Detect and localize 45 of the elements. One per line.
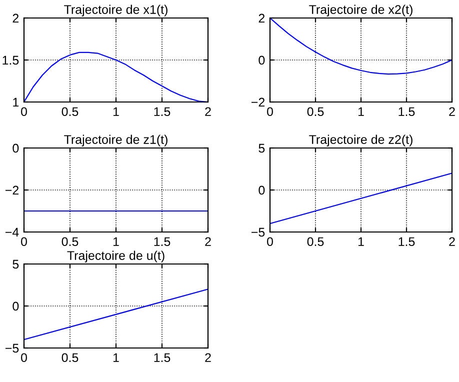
y-tick-label: 0 — [258, 186, 265, 195]
chart-title: Trajectoire de x2(t) — [309, 4, 412, 16]
x-tick-label: 0 — [267, 107, 273, 116]
chart-title: Trajectoire de u(t) — [67, 250, 164, 262]
y-tick-label: 5 — [12, 260, 19, 269]
y-tick-label: −5 — [6, 344, 19, 353]
y-tick-label: 2 — [12, 14, 19, 23]
y-tick-label: 5 — [258, 144, 265, 153]
y-tick-label: −5 — [252, 228, 265, 237]
x-tick-label: 2 — [449, 107, 455, 116]
x-tick-label: 0.5 — [62, 237, 78, 246]
x-tick-label: 0 — [21, 353, 27, 362]
y-tick-label: −4 — [6, 228, 19, 237]
y-tick-label: 0 — [12, 302, 19, 311]
x-tick-label: 1 — [113, 107, 119, 116]
x-tick-label: 1 — [113, 237, 119, 246]
x-tick-label: 1.5 — [154, 237, 170, 246]
x-tick-label: 1 — [358, 107, 364, 116]
y-tick-label: 0 — [258, 56, 265, 65]
x-tick-label: 0.5 — [307, 107, 324, 116]
x-tick-label: 2 — [449, 237, 455, 246]
x-tick-label: 2 — [205, 107, 211, 116]
x-tick-label: 1.5 — [398, 107, 415, 116]
y-tick-label: 1.5 — [2, 56, 19, 65]
y-tick-label: 2 — [258, 14, 265, 23]
chart-title: Trajectoire de z2(t) — [309, 134, 412, 146]
x-tick-label: 1 — [358, 237, 364, 246]
x-tick-label: 1.5 — [398, 237, 415, 246]
x-tick-label: 1.5 — [154, 107, 170, 116]
chart-title: Trajectoire de x1(t) — [64, 4, 168, 16]
x-tick-label: 0 — [21, 107, 27, 116]
x-tick-label: 0.5 — [62, 107, 78, 116]
y-tick-label: 0 — [12, 144, 19, 153]
y-tick-label: −2 — [252, 98, 265, 107]
x-tick-label: 2 — [205, 237, 211, 246]
x-tick-label: 1 — [113, 353, 119, 362]
x-tick-label: 0 — [21, 237, 27, 246]
chart-title: Trajectoire de z1(t) — [64, 134, 168, 146]
y-tick-label: −2 — [6, 186, 19, 195]
x-tick-label: 1.5 — [154, 353, 170, 362]
y-tick-label: 1 — [13, 98, 19, 107]
x-tick-label: 0.5 — [307, 237, 324, 246]
x-tick-label: 0 — [267, 237, 273, 246]
x-tick-label: 2 — [205, 353, 211, 362]
x-tick-label: 0.5 — [62, 353, 78, 362]
